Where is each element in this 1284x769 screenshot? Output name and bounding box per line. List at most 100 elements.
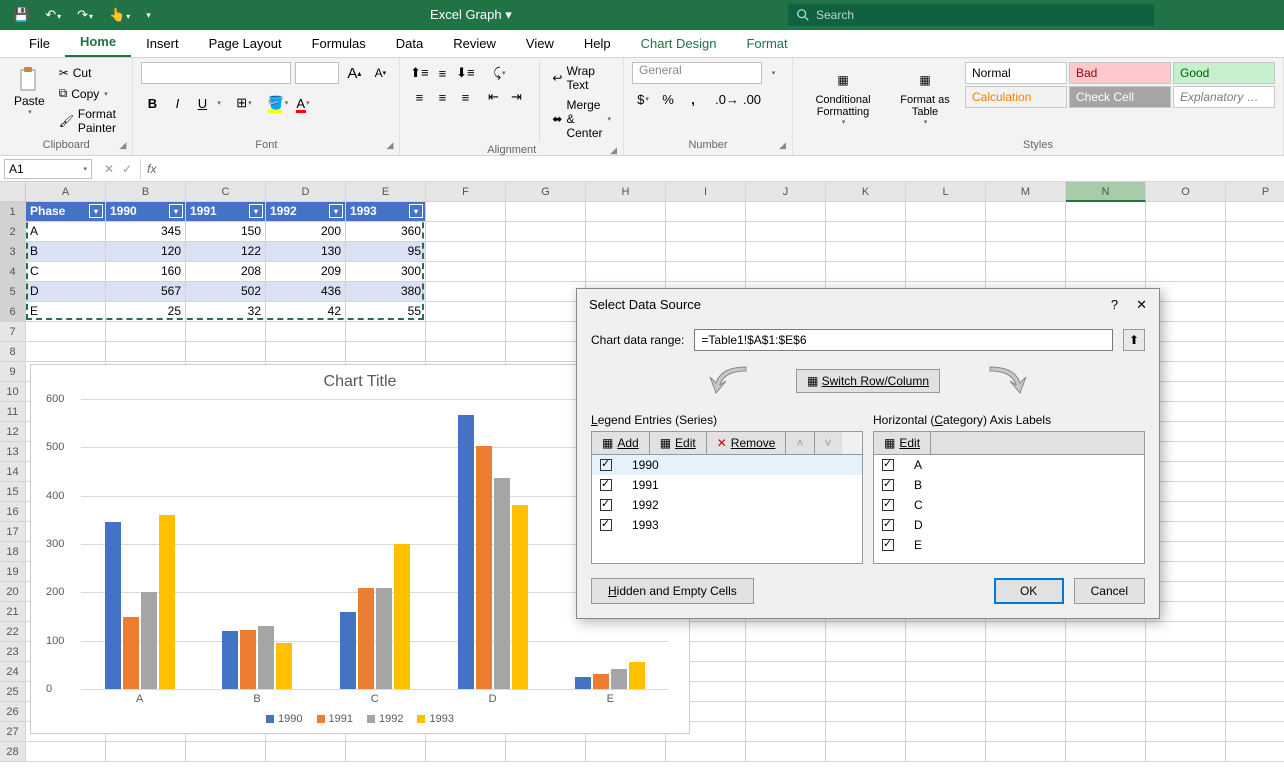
column-header[interactable]: C bbox=[186, 182, 266, 202]
cell[interactable] bbox=[1146, 242, 1226, 262]
cell[interactable]: 345 bbox=[106, 222, 186, 242]
cell[interactable] bbox=[826, 722, 906, 742]
cell[interactable] bbox=[906, 682, 986, 702]
bar[interactable] bbox=[358, 588, 374, 689]
bar[interactable] bbox=[494, 478, 510, 689]
switch-row-column-button[interactable]: ▦ Switch Row/Column bbox=[796, 369, 940, 393]
dialog-launcher-icon[interactable]: ◢ bbox=[119, 140, 126, 151]
cell[interactable] bbox=[586, 262, 666, 282]
column-header[interactable]: P bbox=[1226, 182, 1284, 202]
format-as-table-button[interactable]: ▦ Format as Table▾ bbox=[889, 62, 961, 130]
axis-item[interactable]: D bbox=[874, 515, 1144, 535]
cell[interactable] bbox=[746, 682, 826, 702]
checkbox-icon[interactable] bbox=[882, 499, 894, 511]
cell[interactable] bbox=[1226, 202, 1284, 222]
cell[interactable] bbox=[986, 222, 1066, 242]
bar[interactable] bbox=[629, 662, 645, 689]
cell[interactable] bbox=[266, 742, 346, 762]
accounting-format-button[interactable]: $▾ bbox=[632, 88, 654, 110]
column-header[interactable]: I bbox=[666, 182, 746, 202]
series-item[interactable]: 1990 bbox=[592, 455, 862, 475]
filter-dropdown-icon[interactable] bbox=[169, 204, 183, 218]
underline-button[interactable]: U bbox=[191, 92, 213, 114]
checkbox-icon[interactable] bbox=[882, 539, 894, 551]
merge-center-button[interactable]: ⬌Merge & Center▾ bbox=[548, 96, 615, 142]
cell[interactable] bbox=[1226, 702, 1284, 722]
cell[interactable]: E bbox=[26, 302, 106, 322]
cell[interactable] bbox=[1066, 682, 1146, 702]
cell[interactable] bbox=[906, 662, 986, 682]
bar[interactable] bbox=[141, 592, 157, 689]
row-header[interactable]: 15 bbox=[0, 482, 26, 502]
decrease-indent-button[interactable]: ⇤ bbox=[482, 86, 504, 108]
tab-chart-design[interactable]: Chart Design bbox=[626, 30, 732, 57]
checkbox-icon[interactable] bbox=[600, 479, 612, 491]
style-bad[interactable]: Bad bbox=[1069, 62, 1171, 84]
formula-input[interactable] bbox=[162, 159, 1284, 179]
row-header[interactable]: 25 bbox=[0, 682, 26, 702]
row-header[interactable]: 12 bbox=[0, 422, 26, 442]
tab-insert[interactable]: Insert bbox=[131, 30, 194, 57]
cell[interactable] bbox=[1226, 382, 1284, 402]
cell[interactable]: 120 bbox=[106, 242, 186, 262]
style-check-cell[interactable]: Check Cell bbox=[1069, 86, 1171, 108]
dialog-launcher-icon[interactable]: ◢ bbox=[610, 145, 617, 156]
name-box[interactable]: A1▾ bbox=[4, 159, 92, 179]
tab-view[interactable]: View bbox=[511, 30, 569, 57]
cell[interactable] bbox=[426, 742, 506, 762]
cell[interactable]: 95 bbox=[346, 242, 426, 262]
cell[interactable] bbox=[1226, 542, 1284, 562]
cell[interactable] bbox=[506, 742, 586, 762]
cell[interactable]: 150 bbox=[186, 222, 266, 242]
style-good[interactable]: Good bbox=[1173, 62, 1275, 84]
cell[interactable] bbox=[426, 302, 506, 322]
row-header[interactable]: 9 bbox=[0, 362, 26, 382]
cell[interactable] bbox=[826, 662, 906, 682]
filter-dropdown-icon[interactable] bbox=[249, 204, 263, 218]
cell[interactable] bbox=[26, 742, 106, 762]
row-header[interactable]: 19 bbox=[0, 562, 26, 582]
checkbox-icon[interactable] bbox=[882, 479, 894, 491]
series-list[interactable]: 1990199119921993 bbox=[591, 454, 863, 564]
checkbox-icon[interactable] bbox=[882, 459, 894, 471]
cell[interactable] bbox=[746, 642, 826, 662]
borders-button[interactable]: ⊞▾ bbox=[233, 92, 255, 114]
row-header[interactable]: 13 bbox=[0, 442, 26, 462]
cell[interactable]: 208 bbox=[186, 262, 266, 282]
cell[interactable] bbox=[666, 742, 746, 762]
column-header[interactable]: J bbox=[746, 182, 826, 202]
cell[interactable] bbox=[1226, 302, 1284, 322]
cell[interactable] bbox=[986, 622, 1066, 642]
cell[interactable] bbox=[1146, 722, 1226, 742]
cell[interactable] bbox=[1146, 702, 1226, 722]
cut-button[interactable]: ✂Cut bbox=[55, 64, 125, 82]
cell[interactable] bbox=[1146, 222, 1226, 242]
row-header[interactable]: 11 bbox=[0, 402, 26, 422]
cell[interactable]: 1990 bbox=[106, 202, 186, 222]
row-header[interactable]: 17 bbox=[0, 522, 26, 542]
series-item[interactable]: 1991 bbox=[592, 475, 862, 495]
bar[interactable] bbox=[458, 415, 474, 689]
increase-decimal-button[interactable]: .0→ bbox=[716, 88, 738, 110]
tab-page-layout[interactable]: Page Layout bbox=[194, 30, 297, 57]
cell[interactable] bbox=[506, 302, 586, 322]
paste-button[interactable]: Paste ▾ bbox=[8, 62, 51, 120]
row-header[interactable]: 5 bbox=[0, 282, 26, 302]
bar[interactable] bbox=[394, 544, 410, 689]
cell[interactable]: 436 bbox=[266, 282, 346, 302]
cell[interactable]: 1993 bbox=[346, 202, 426, 222]
row-header[interactable]: 27 bbox=[0, 722, 26, 742]
filter-dropdown-icon[interactable] bbox=[89, 204, 103, 218]
tab-home[interactable]: Home bbox=[65, 28, 131, 57]
cell[interactable]: 130 bbox=[266, 242, 346, 262]
cell[interactable] bbox=[666, 202, 746, 222]
cell[interactable] bbox=[586, 222, 666, 242]
cell[interactable] bbox=[826, 242, 906, 262]
cell[interactable]: 360 bbox=[346, 222, 426, 242]
cell[interactable] bbox=[746, 622, 826, 642]
cell[interactable] bbox=[186, 342, 266, 362]
cell[interactable] bbox=[906, 642, 986, 662]
comma-button[interactable]: , bbox=[682, 88, 704, 110]
cell[interactable] bbox=[1066, 642, 1146, 662]
cell[interactable] bbox=[1226, 682, 1284, 702]
